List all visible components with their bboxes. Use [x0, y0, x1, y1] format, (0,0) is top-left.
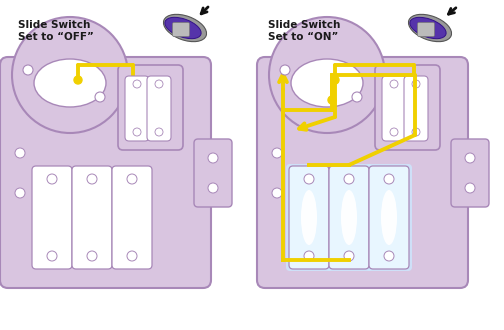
Circle shape	[208, 153, 218, 163]
Circle shape	[272, 148, 282, 158]
FancyBboxPatch shape	[72, 166, 112, 269]
Circle shape	[331, 76, 339, 84]
FancyBboxPatch shape	[369, 166, 409, 269]
Circle shape	[465, 153, 475, 163]
Ellipse shape	[291, 59, 363, 107]
Circle shape	[95, 92, 105, 102]
Circle shape	[280, 65, 290, 75]
Circle shape	[390, 128, 398, 136]
Ellipse shape	[408, 14, 452, 42]
Circle shape	[87, 174, 97, 184]
FancyBboxPatch shape	[125, 76, 149, 141]
FancyBboxPatch shape	[257, 57, 468, 288]
Circle shape	[344, 174, 354, 184]
Circle shape	[127, 251, 137, 261]
Ellipse shape	[34, 59, 106, 107]
FancyBboxPatch shape	[172, 22, 190, 37]
Circle shape	[15, 188, 25, 198]
Circle shape	[12, 17, 128, 133]
Circle shape	[127, 174, 137, 184]
FancyBboxPatch shape	[451, 139, 489, 207]
FancyBboxPatch shape	[194, 139, 232, 207]
FancyBboxPatch shape	[375, 65, 440, 150]
Ellipse shape	[301, 190, 317, 245]
Circle shape	[133, 128, 141, 136]
Circle shape	[352, 92, 362, 102]
Text: Slide Switch
Set to “ON”: Slide Switch Set to “ON”	[268, 20, 340, 42]
Circle shape	[304, 251, 314, 261]
FancyBboxPatch shape	[326, 164, 372, 271]
Ellipse shape	[410, 17, 446, 39]
Circle shape	[133, 80, 141, 88]
Circle shape	[412, 128, 420, 136]
FancyBboxPatch shape	[382, 76, 406, 141]
Circle shape	[47, 251, 57, 261]
FancyBboxPatch shape	[118, 65, 183, 150]
Circle shape	[74, 76, 82, 84]
FancyBboxPatch shape	[112, 166, 152, 269]
Circle shape	[155, 128, 163, 136]
FancyBboxPatch shape	[286, 164, 332, 271]
Circle shape	[87, 251, 97, 261]
Circle shape	[272, 188, 282, 198]
Circle shape	[384, 174, 394, 184]
Ellipse shape	[163, 14, 207, 42]
Circle shape	[155, 80, 163, 88]
Circle shape	[269, 17, 385, 133]
Circle shape	[384, 251, 394, 261]
Circle shape	[390, 80, 398, 88]
Circle shape	[412, 80, 420, 88]
FancyBboxPatch shape	[0, 57, 211, 288]
Circle shape	[15, 148, 25, 158]
Circle shape	[47, 174, 57, 184]
FancyBboxPatch shape	[289, 166, 329, 269]
Circle shape	[465, 183, 475, 193]
Circle shape	[328, 96, 336, 104]
FancyBboxPatch shape	[147, 76, 171, 141]
FancyBboxPatch shape	[366, 164, 412, 271]
Circle shape	[304, 174, 314, 184]
Text: Slide Switch
Set to “OFF”: Slide Switch Set to “OFF”	[18, 20, 94, 42]
Ellipse shape	[341, 190, 357, 245]
Ellipse shape	[381, 190, 397, 245]
FancyBboxPatch shape	[417, 22, 434, 37]
FancyBboxPatch shape	[32, 166, 72, 269]
Circle shape	[208, 183, 218, 193]
FancyBboxPatch shape	[404, 76, 428, 141]
Ellipse shape	[165, 17, 201, 39]
Circle shape	[23, 65, 33, 75]
FancyBboxPatch shape	[329, 166, 369, 269]
Circle shape	[344, 251, 354, 261]
